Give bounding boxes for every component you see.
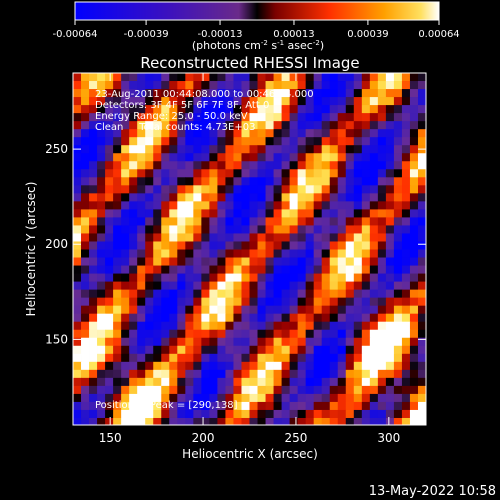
x-tick-label: 200: [192, 431, 215, 445]
annotation-block: 23-Aug-2011 00:44:08.000 to 00:46:44.000…: [95, 89, 314, 133]
y-tick-label: 200: [45, 237, 68, 251]
colorbar-tick-label: -0.00039: [124, 29, 169, 40]
y-tick-label: 250: [45, 142, 68, 156]
peak-position-label: Position of Peak = [290,138]: [95, 400, 238, 411]
x-tick-label: 300: [377, 431, 400, 445]
x-tick-label: 150: [99, 431, 122, 445]
x-tick-label: 250: [284, 431, 307, 445]
heatmap-image: [73, 73, 426, 425]
colorbar: [74, 1, 440, 21]
y-tick-label: 150: [45, 332, 68, 346]
colorbar-tick-label: -0.00013: [198, 29, 243, 40]
y-axis-label: Heliocentric Y (arcsec): [24, 182, 38, 317]
colorbar-tick-label: 0.00064: [418, 29, 459, 40]
colorbar-unit-label: (photons cm-2 s-1 asec-2): [192, 39, 324, 52]
colorbar-tick-label: 0.00039: [347, 29, 388, 40]
colorbar-tick-label: -0.00064: [53, 29, 98, 40]
annotation-detectors: Detectors: 3F 4F 5F 6F 7F 8F, Att 0: [95, 100, 269, 111]
annotation-time-range: 23-Aug-2011 00:44:08.000 to 00:46:44.000: [95, 89, 314, 100]
chart-title: Reconstructed RHESSI Image: [140, 54, 359, 72]
colorbar-ticks: -0.00064 -0.00039 -0.00013 0.00013 0.00039 0.…: [53, 20, 460, 40]
plot-frame: [72, 72, 427, 426]
x-axis-label: Heliocentric X (arcsec): [182, 447, 318, 461]
colorbar-tick-label: 0.00013: [273, 29, 314, 40]
annotation-energy-range: Energy Range: 25.0 - 50.0 keV: [95, 111, 248, 122]
annotation-total-counts: Clean Total counts: 4.73E+03: [95, 122, 255, 133]
footer-date: 13-May-2022 10:58: [369, 484, 496, 499]
axis-ticks: 150 200 250 300 150 200 250: [45, 73, 426, 445]
